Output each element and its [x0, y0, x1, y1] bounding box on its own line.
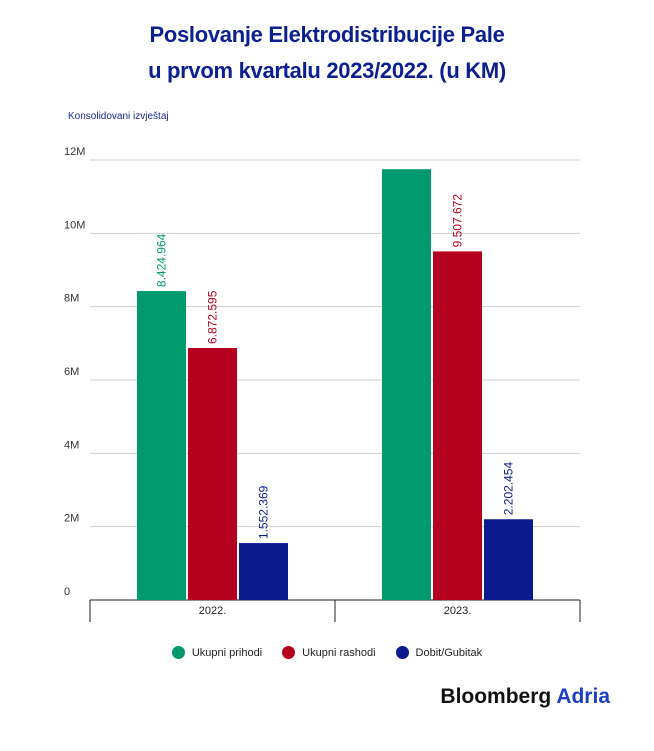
legend-label-rashodi: Ukupni rashodi: [302, 646, 376, 659]
legend-item-rashodi: Ukupni rashodi: [282, 646, 376, 659]
legend: Ukupni prihodi Ukupni rashodi Dobit/Gubi…: [0, 646, 654, 659]
data-label: 8.424.964: [155, 233, 169, 287]
y-tick-label: 12M: [64, 146, 85, 158]
bar: [137, 291, 186, 600]
brand-logo: Bloomberg Adria: [440, 685, 610, 709]
chart-subtitle: Konsolidovani izvještaj: [68, 111, 169, 122]
legend-item-dobit: Dobit/Gubitak: [395, 646, 483, 659]
x-tick-label: 2022.: [199, 605, 227, 617]
y-tick-label: 8M: [64, 293, 79, 305]
data-label: 9.507.672: [451, 194, 465, 248]
bar: [433, 251, 482, 600]
bar-chart: 0 2M 4M 6M 8M 10M 12M 8.424.964 6.872.595 1.552.3…: [64, 146, 581, 622]
data-label: 2.202.454: [502, 462, 516, 516]
y-tick-label: 10M: [64, 219, 85, 231]
x-tick-label: 2023.: [444, 605, 472, 617]
chart-title-line2: u prvom kvartalu 2023/2022. (u KM): [148, 58, 506, 83]
bar: [239, 543, 288, 600]
bar: [382, 169, 431, 600]
y-tick-label: 0: [64, 586, 70, 598]
legend-swatch-prihodi: [171, 646, 185, 659]
bar: [188, 348, 237, 600]
brand-accent: Adria: [556, 685, 610, 708]
chart-title-line1: Poslovanje Elektrodistribucije Pale: [149, 22, 505, 47]
y-tick-label: 4M: [64, 439, 79, 451]
legend-label-dobit: Dobit/Gubitak: [415, 646, 483, 659]
y-tick-label: 6M: [64, 366, 79, 378]
legend-swatch-rashodi: [282, 646, 296, 659]
bar: [484, 519, 533, 600]
legend-swatch-dobit: [395, 646, 409, 659]
legend-label-prihodi: Ukupni prihodi: [191, 646, 263, 659]
legend-item-prihodi: Ukupni prihodi: [171, 646, 263, 659]
y-tick-label: 2M: [64, 513, 79, 525]
data-label: 6.872.595: [206, 290, 220, 344]
brand-name: Bloomberg: [440, 685, 552, 708]
data-label: 1.552.369: [257, 485, 271, 539]
